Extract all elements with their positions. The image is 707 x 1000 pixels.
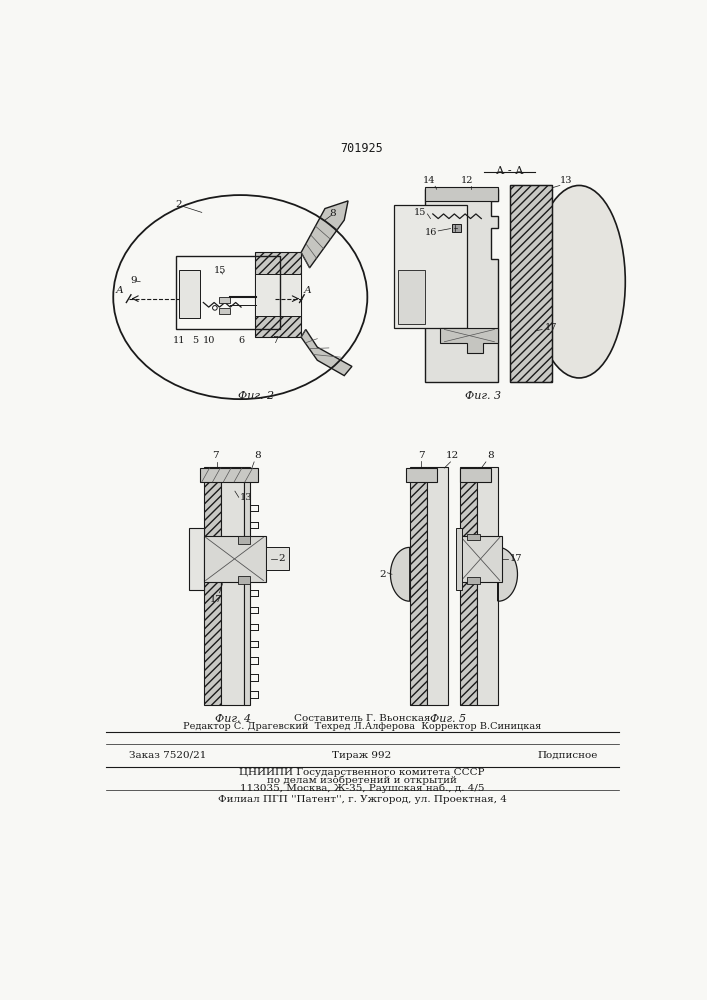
- Bar: [510, 185, 552, 382]
- Text: 7: 7: [212, 451, 219, 460]
- Bar: [425, 187, 498, 201]
- Text: ЦНИИПИ Государственного комитета СССР: ЦНИИПИ Государственного комитета СССР: [239, 768, 485, 777]
- Text: 13: 13: [560, 176, 572, 185]
- Text: Составитель Г. Вьонская: Составитель Г. Вьонская: [293, 714, 430, 723]
- Polygon shape: [301, 329, 352, 376]
- Bar: [179, 270, 200, 318]
- Text: 12: 12: [445, 451, 459, 460]
- Text: Заказ 7520/21: Заказ 7520/21: [129, 751, 206, 760]
- Text: А: А: [303, 286, 311, 295]
- Bar: [460, 468, 491, 482]
- Bar: [409, 466, 426, 705]
- Bar: [398, 270, 425, 324]
- Text: 10: 10: [202, 336, 215, 345]
- Bar: [477, 466, 498, 705]
- Text: 14: 14: [423, 176, 436, 185]
- Text: А - А: А - А: [496, 166, 524, 176]
- Text: по делам изобретений и открытий: по делам изобретений и открытий: [267, 776, 457, 785]
- Bar: [238, 576, 250, 584]
- Bar: [460, 536, 502, 582]
- Text: 11: 11: [173, 336, 186, 345]
- Text: Подписное: Подписное: [538, 751, 598, 760]
- Text: 16: 16: [425, 228, 438, 237]
- Circle shape: [213, 306, 217, 310]
- Text: Филиал ПГП ''Патент'', г. Ужгород, ул. Проектная, 4: Филиал ПГП ''Патент'', г. Ужгород, ул. П…: [218, 795, 506, 804]
- Text: 5: 5: [192, 336, 199, 345]
- Bar: [456, 528, 462, 590]
- Text: 2: 2: [175, 200, 182, 209]
- Text: 17: 17: [544, 323, 557, 332]
- Polygon shape: [425, 189, 498, 382]
- Bar: [238, 536, 250, 544]
- Text: 6: 6: [239, 336, 245, 345]
- Text: 2: 2: [278, 554, 285, 563]
- Bar: [426, 466, 448, 705]
- Bar: [510, 185, 552, 382]
- Text: Редактор С. Драгевский  Техред Л.Алферова  Корректор В.Синицкая: Редактор С. Драгевский Техред Л.Алферова…: [183, 722, 541, 731]
- Text: 113035, Москва, Ж-35, Раушская наб., д. 4/5: 113035, Москва, Ж-35, Раушская наб., д. …: [240, 784, 484, 793]
- Text: 17: 17: [209, 595, 222, 604]
- Bar: [266, 547, 288, 570]
- Bar: [467, 577, 480, 584]
- Text: 12: 12: [461, 176, 474, 185]
- Text: 15: 15: [414, 208, 426, 217]
- Bar: [255, 252, 301, 337]
- Bar: [200, 468, 258, 482]
- Bar: [204, 466, 221, 705]
- Text: 8: 8: [329, 209, 336, 218]
- Ellipse shape: [533, 185, 625, 378]
- Text: Фиг. 2: Фиг. 2: [238, 391, 274, 401]
- Text: 2: 2: [379, 570, 386, 579]
- Polygon shape: [390, 547, 409, 601]
- Text: 8: 8: [487, 451, 494, 460]
- Polygon shape: [440, 328, 498, 353]
- Text: 7: 7: [418, 451, 425, 460]
- Text: 7: 7: [271, 336, 278, 345]
- Text: Фиг. 3: Фиг. 3: [464, 391, 501, 401]
- Text: 15: 15: [214, 266, 226, 275]
- Bar: [176, 256, 281, 329]
- Text: 9: 9: [130, 276, 136, 285]
- Polygon shape: [498, 547, 518, 601]
- Bar: [255, 274, 301, 316]
- Text: 701925: 701925: [341, 142, 383, 155]
- Bar: [204, 536, 266, 582]
- Text: Фиг. 5: Фиг. 5: [430, 714, 466, 724]
- Bar: [218, 297, 230, 303]
- Bar: [452, 224, 461, 232]
- Bar: [460, 466, 477, 705]
- Bar: [406, 468, 437, 482]
- Bar: [244, 466, 250, 705]
- Bar: [218, 308, 230, 314]
- Text: 17: 17: [510, 554, 522, 563]
- Text: Тираж 992: Тираж 992: [332, 751, 392, 760]
- Text: А: А: [115, 286, 123, 295]
- Bar: [467, 534, 480, 540]
- Polygon shape: [301, 201, 348, 268]
- Text: Фиг. 4: Фиг. 4: [214, 714, 251, 724]
- Text: 13: 13: [240, 493, 252, 502]
- Bar: [189, 528, 204, 590]
- Bar: [395, 205, 467, 328]
- Text: 8: 8: [255, 451, 262, 460]
- Bar: [221, 466, 244, 705]
